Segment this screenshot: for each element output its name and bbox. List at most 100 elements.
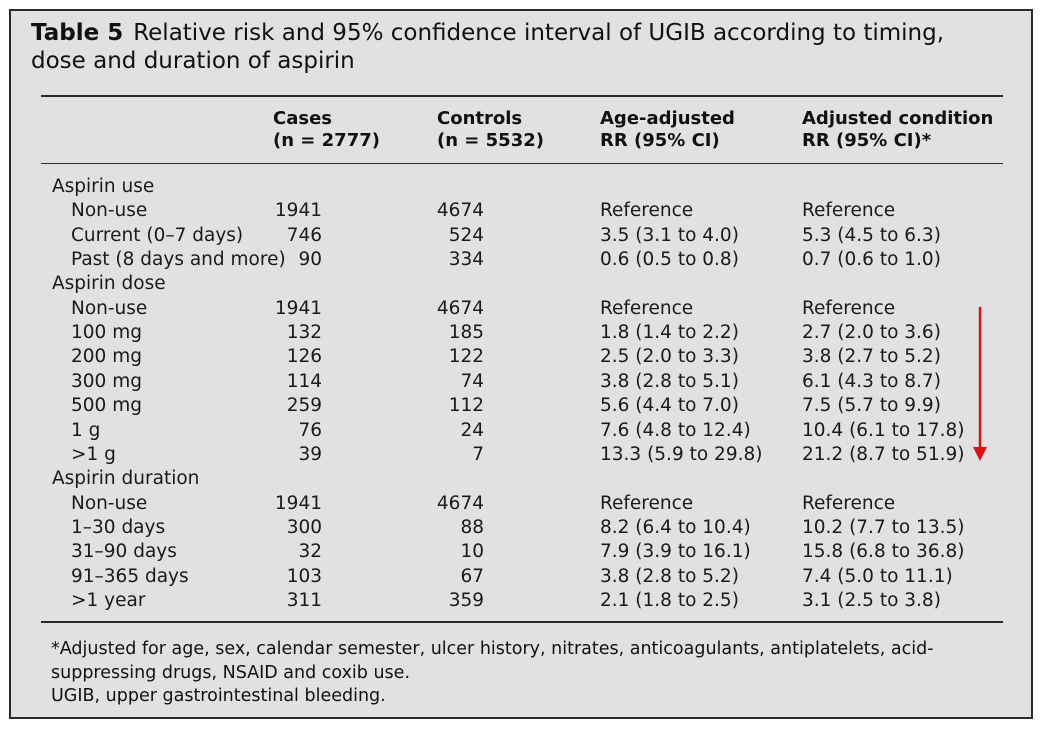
- adjusted-condition-rr-cell: 6.1 (4.3 to 8.7): [802, 370, 941, 392]
- adjusted-condition-rr-cell: Reference: [802, 297, 896, 319]
- table-number: Table 5: [31, 20, 124, 46]
- row-label: 500 mg: [71, 395, 142, 417]
- footnote-abbreviation: UGIB, upper gastrointestinal bleeding.: [51, 686, 386, 706]
- cases-cell: 76: [298, 419, 322, 441]
- controls-cell: 112: [448, 395, 484, 417]
- header-adj-line2: RR (95% CI)*: [802, 130, 932, 151]
- adjusted-condition-rr-cell: 10.4 (6.1 to 17.8): [802, 419, 965, 441]
- table-row: 91–365 days 103 67 3.8 (2.8 to 5.2) 7.4 (5.0…: [0, 565, 1045, 589]
- table-row: >1 year 311 359 2.1 (1.8 to 2.5) 3.1 (2.5 to…: [0, 589, 1045, 613]
- controls-cell: 10: [460, 541, 484, 563]
- row-label: Aspirin duration: [52, 468, 200, 490]
- row-label: 300 mg: [71, 370, 142, 392]
- header-cases-line1: Cases: [273, 108, 332, 129]
- age-adjusted-rr-cell: 2.1 (1.8 to 2.5): [600, 589, 739, 611]
- cases-cell: 132: [286, 322, 322, 344]
- adjusted-condition-rr-cell: 7.4 (5.0 to 11.1): [802, 565, 953, 587]
- cases-cell: 1941: [274, 200, 322, 222]
- header-age-line2: RR (95% CI): [600, 130, 720, 151]
- age-adjusted-rr-cell: 13.3 (5.9 to 29.8): [600, 443, 763, 465]
- table-row: 31–90 days 32 10 7.9 (3.9 to 16.1) 15.8 (6.8…: [0, 540, 1045, 564]
- age-adjusted-rr-cell: 5.6 (4.4 to 7.0): [600, 395, 739, 417]
- controls-cell: 74: [460, 370, 484, 392]
- red-down-arrow-icon: [973, 307, 987, 461]
- table-row: 500 mg 259 112 5.6 (4.4 to 7.0) 7.5 (5.7 to …: [0, 394, 1045, 418]
- cases-cell: 746: [286, 224, 322, 246]
- row-label: Aspirin dose: [52, 273, 166, 295]
- row-label: >1 g: [71, 443, 116, 465]
- cases-cell: 1941: [274, 297, 322, 319]
- controls-cell: 4674: [436, 297, 484, 319]
- table-row: Non-use 1941 4674 Reference Reference: [0, 492, 1045, 516]
- cases-cell: 259: [286, 395, 322, 417]
- row-label: Current (0–7 days): [71, 224, 244, 246]
- section-row: Aspirin use: [0, 175, 1045, 199]
- controls-cell: 524: [448, 224, 484, 246]
- age-adjusted-rr-cell: 3.5 (3.1 to 4.0): [600, 224, 739, 246]
- cases-cell: 311: [286, 589, 322, 611]
- table-title: Relative risk and 95% confidence interva…: [31, 20, 945, 74]
- table-caption: Table 5 Relative risk and 95% confidence …: [31, 19, 1006, 75]
- controls-cell: 334: [448, 249, 484, 271]
- adjusted-condition-rr-cell: 3.1 (2.5 to 3.8): [802, 589, 941, 611]
- footnotes: *Adjusted for age, sex, calendar semeste…: [51, 638, 1011, 709]
- row-label: 100 mg: [71, 322, 142, 344]
- table-row: 100 mg 132 185 1.8 (1.4 to 2.2) 2.7 (2.0 to …: [0, 321, 1045, 345]
- age-adjusted-rr-cell: Reference: [600, 297, 694, 319]
- header-age-line1: Age-adjusted: [600, 108, 735, 129]
- table-row: 1–30 days 300 88 8.2 (6.4 to 10.4) 10.2 (7.7…: [0, 516, 1045, 540]
- row-label: >1 year: [71, 589, 146, 611]
- cases-cell: 90: [298, 249, 322, 271]
- cases-cell: 103: [286, 565, 322, 587]
- age-adjusted-rr-cell: 3.8 (2.8 to 5.1): [600, 370, 739, 392]
- age-adjusted-rr-cell: 0.6 (0.5 to 0.8): [600, 249, 739, 271]
- adjusted-condition-rr-cell: 0.7 (0.6 to 1.0): [802, 249, 941, 271]
- row-label: 31–90 days: [71, 541, 177, 563]
- controls-cell: 7: [472, 443, 484, 465]
- table-row: Non-use 1941 4674 Reference Reference: [0, 199, 1045, 223]
- age-adjusted-rr-cell: 8.2 (6.4 to 10.4): [600, 516, 751, 538]
- row-label: Non-use: [71, 297, 148, 319]
- controls-cell: 67: [460, 565, 484, 587]
- controls-cell: 359: [448, 589, 484, 611]
- age-adjusted-rr-cell: 7.9 (3.9 to 16.1): [600, 541, 751, 563]
- controls-cell: 4674: [436, 492, 484, 514]
- header-adj-line1: Adjusted condition: [802, 108, 994, 129]
- adjusted-condition-rr-cell: Reference: [802, 200, 896, 222]
- controls-cell: 185: [448, 322, 484, 344]
- row-label: Non-use: [71, 200, 148, 222]
- row-label: Past (8 days and more): [71, 249, 286, 271]
- table-row: 200 mg 126 122 2.5 (2.0 to 3.3) 3.8 (2.7 to …: [0, 345, 1045, 369]
- age-adjusted-rr-cell: Reference: [600, 492, 694, 514]
- adjusted-condition-rr-cell: 2.7 (2.0 to 3.6): [802, 322, 941, 344]
- section-row: Aspirin duration: [0, 467, 1045, 491]
- adjusted-condition-rr-cell: 15.8 (6.8 to 36.8): [802, 541, 965, 563]
- header-controls-line1: Controls: [437, 108, 523, 129]
- cases-cell: 114: [286, 370, 322, 392]
- header-rule: [41, 163, 1003, 164]
- header-cases-line2: (n = 2777): [273, 130, 380, 151]
- cases-cell: 300: [286, 516, 322, 538]
- cases-cell: 1941: [274, 492, 322, 514]
- adjusted-condition-rr-cell: 21.2 (8.7 to 51.9): [802, 443, 965, 465]
- top-rule: [41, 95, 1003, 97]
- row-label: 91–365 days: [71, 565, 189, 587]
- bottom-rule: [41, 621, 1003, 623]
- table-row: 1 g 76 24 7.6 (4.8 to 12.4) 10.4 (6.1 to 17.…: [0, 419, 1045, 443]
- adjusted-condition-rr-cell: 7.5 (5.7 to 9.9): [802, 395, 941, 417]
- adjusted-condition-rr-cell: Reference: [802, 492, 896, 514]
- table-row: Non-use 1941 4674 Reference Reference: [0, 297, 1045, 321]
- section-row: Aspirin dose: [0, 272, 1045, 296]
- age-adjusted-rr-cell: 7.6 (4.8 to 12.4): [600, 419, 751, 441]
- header-age-adjusted: Age-adjusted RR (95% CI): [600, 108, 735, 152]
- adjusted-condition-rr-cell: 5.3 (4.5 to 6.3): [802, 224, 941, 246]
- table-row: 300 mg 114 74 3.8 (2.8 to 5.1) 6.1 (4.3 to 8…: [0, 370, 1045, 394]
- age-adjusted-rr-cell: 2.5 (2.0 to 3.3): [600, 346, 739, 368]
- controls-cell: 4674: [436, 200, 484, 222]
- header-cases: Cases (n = 2777): [273, 108, 380, 152]
- adjusted-condition-rr-cell: 10.2 (7.7 to 13.5): [802, 516, 965, 538]
- header-controls-line2: (n = 5532): [437, 130, 544, 151]
- table-frame: [9, 9, 1033, 719]
- cases-cell: 39: [298, 443, 322, 465]
- controls-cell: 122: [448, 346, 484, 368]
